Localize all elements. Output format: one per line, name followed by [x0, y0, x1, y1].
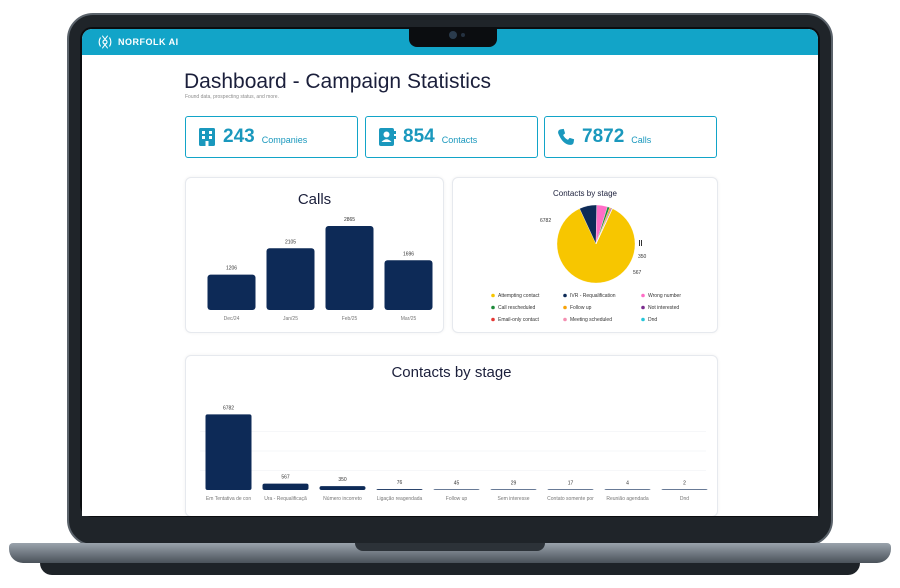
- tick-label: Dec/24: [224, 316, 240, 322]
- bar[interactable]: [266, 248, 315, 310]
- laptop-base-bottom: [40, 563, 860, 575]
- tick-label: Feb/25: [342, 316, 358, 322]
- legend-marker: [491, 293, 495, 298]
- bar[interactable]: [547, 489, 594, 490]
- tick-label: Sem interesse: [498, 496, 530, 502]
- bar[interactable]: [319, 486, 366, 490]
- data-label: 4: [626, 480, 629, 486]
- data-label: 6782: [540, 218, 551, 224]
- bar[interactable]: [384, 260, 433, 310]
- data-label: 45: [454, 480, 460, 486]
- stat-label: Companies: [261, 134, 308, 145]
- legend-marker: [491, 317, 495, 322]
- pie-chart-title: Contacts by stage: [552, 189, 618, 198]
- data-label: 567: [633, 270, 642, 276]
- bar[interactable]: [661, 489, 708, 490]
- legend-label[interactable]: Call rescheduled: [498, 305, 535, 311]
- data-label: 29: [511, 480, 517, 486]
- legend-marker: [563, 317, 567, 322]
- bar[interactable]: [490, 489, 537, 490]
- bar[interactable]: [604, 489, 651, 490]
- calls-chart-title: Calls: [297, 191, 332, 208]
- tick-label: Follow up: [446, 496, 468, 502]
- data-label: 350: [338, 477, 347, 483]
- legend-marker: [491, 305, 495, 310]
- legend-marker: [563, 293, 567, 298]
- bar[interactable]: [376, 489, 423, 490]
- stat-value: 243: [223, 126, 255, 147]
- contact-book-icon: [379, 128, 396, 146]
- stage-chart-card: Contacts by stage 6782 Em Tentativa de co…: [185, 355, 718, 516]
- phone-icon: [558, 128, 575, 145]
- brand-name: NORFOLK AI: [118, 37, 179, 47]
- small-slice-marker: [639, 240, 640, 246]
- camera-sensor: [461, 33, 465, 37]
- stat-value: 7872: [582, 126, 625, 147]
- data-label: 2105: [285, 239, 296, 245]
- stat-card-contacts[interactable]: 854 Contacts: [365, 116, 538, 158]
- laptop-base: [9, 543, 891, 563]
- data-label: 2865: [344, 217, 355, 223]
- data-label: 17: [568, 480, 574, 486]
- page-subtitle: Found data, prospecting status, and more…: [185, 94, 279, 100]
- data-label: 1206: [226, 266, 237, 272]
- legend-marker: [641, 317, 645, 322]
- pie-chart-card: Contacts by stage 6782 567 350 Attempting c…: [452, 177, 718, 333]
- laptop-base-lip: [355, 543, 545, 551]
- brand-icon: [98, 35, 112, 49]
- data-label: 567: [281, 475, 290, 481]
- stat-value: 854: [403, 126, 435, 147]
- data-label: 76: [397, 480, 403, 486]
- tick-label: Contato somente por: [547, 496, 594, 502]
- tick-label: Dnd: [680, 496, 689, 502]
- bar[interactable]: [205, 414, 252, 490]
- legend-label[interactable]: Not interested: [648, 305, 679, 311]
- stat-card-companies[interactable]: 243 Companies: [185, 116, 358, 158]
- brand-logo[interactable]: NORFOLK AI: [96, 33, 179, 51]
- stat-label: Calls: [631, 134, 652, 145]
- calls-bar-chart: 1206 Dec/24 2105 Jan/25 2865 Feb/25 1696 Mar/25: [207, 217, 433, 322]
- tick-label: Reunião agendada: [606, 496, 648, 502]
- legend-marker: [563, 305, 567, 310]
- stage-bar-chart: 6782 Em Tentativa de con 567 Ura - Requalif…: [200, 405, 708, 502]
- legend-label[interactable]: Follow up: [570, 305, 592, 311]
- tick-label: Mar/25: [401, 316, 417, 322]
- legend-label[interactable]: Meeting scheduled: [570, 317, 612, 323]
- bar[interactable]: [433, 489, 480, 490]
- building-icon: [199, 128, 215, 146]
- screen: NORFOLK AI Dashboard - Campaign Statisti…: [82, 29, 818, 516]
- camera-icon: [449, 31, 457, 39]
- pie-slice[interactable]: [556, 208, 636, 284]
- legend-label[interactable]: Wrong number: [648, 293, 681, 299]
- tick-label: Jan/25: [283, 316, 298, 322]
- legend-marker: [641, 293, 645, 298]
- tick-label: Ura - Requalificaçã: [264, 496, 307, 502]
- contacts-pie-chart: 6782 567 350 Attempting contact IVR - Requal…: [491, 204, 681, 323]
- calls-chart-card: Calls 1206 Dec/24 2105 Jan/25 2865 Feb/25 1696…: [185, 177, 444, 333]
- data-label: 2: [683, 480, 686, 486]
- tick-label: Número incorreto: [323, 496, 362, 502]
- stat-label: Contacts: [441, 134, 478, 145]
- pie-slice[interactable]: [595, 208, 613, 245]
- bar[interactable]: [207, 274, 256, 310]
- small-slice-marker: [641, 240, 642, 246]
- legend-label[interactable]: IVR - Requalification: [570, 293, 616, 299]
- data-label: 350: [638, 254, 647, 260]
- legend-label[interactable]: Attempting contact: [498, 293, 540, 299]
- legend-label[interactable]: Dnd: [648, 317, 657, 323]
- data-label: 1696: [403, 251, 414, 257]
- tick-label: Ligação reagendada: [377, 496, 423, 502]
- data-label: 6782: [223, 405, 234, 411]
- page-title: Dashboard - Campaign Statistics: [184, 70, 491, 93]
- tick-label: Em Tentativa de con: [206, 496, 251, 502]
- bar[interactable]: [262, 483, 309, 490]
- legend-label[interactable]: Email-only contact: [498, 317, 539, 323]
- legend-marker: [641, 305, 645, 310]
- stage-chart-title: Contacts by stage: [391, 364, 512, 381]
- stat-card-calls[interactable]: 7872 Calls: [544, 116, 717, 158]
- bar[interactable]: [325, 225, 374, 310]
